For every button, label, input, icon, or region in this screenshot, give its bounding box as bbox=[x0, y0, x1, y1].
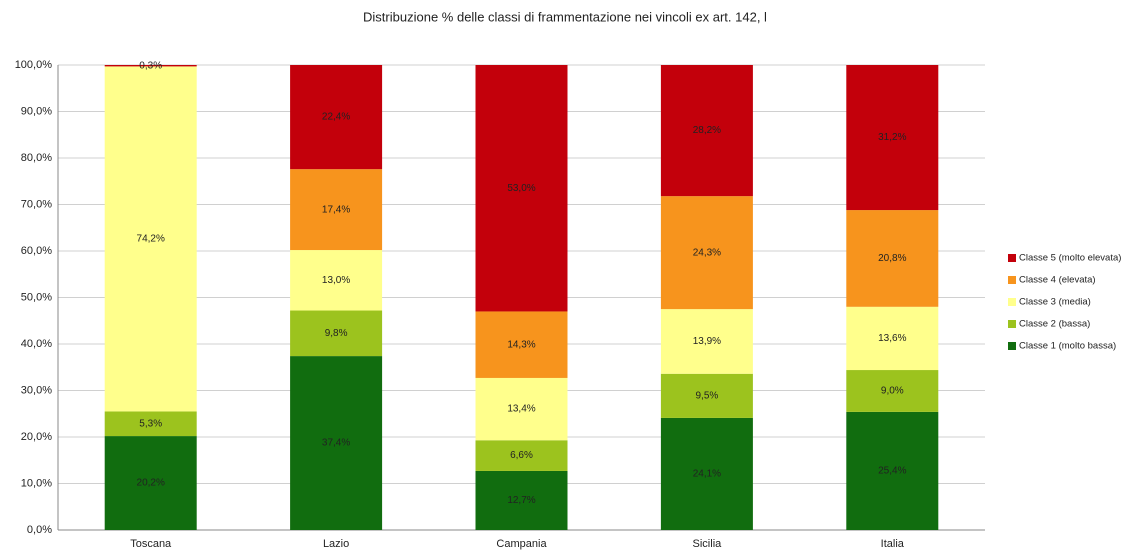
legend-label: Classe 1 (molto bassa) bbox=[1019, 341, 1116, 352]
data-label: 22,4% bbox=[322, 112, 350, 123]
legend-swatch bbox=[1008, 298, 1016, 306]
data-label: 9,5% bbox=[696, 390, 719, 401]
y-tick-label: 50,0% bbox=[21, 291, 52, 303]
data-label: 5,3% bbox=[139, 418, 162, 429]
x-tick-label: Sicilia bbox=[693, 538, 723, 550]
data-label: 13,6% bbox=[878, 333, 906, 344]
data-label: 13,9% bbox=[693, 336, 721, 347]
y-tick-label: 0,0% bbox=[27, 524, 52, 536]
bar-segment bbox=[660, 196, 753, 310]
data-label: 14,3% bbox=[507, 339, 535, 350]
x-tick-label: Italia bbox=[881, 538, 905, 550]
bar-segment bbox=[290, 250, 383, 311]
bar-segment bbox=[475, 311, 568, 378]
y-tick-label: 30,0% bbox=[21, 384, 52, 396]
y-tick-label: 80,0% bbox=[21, 152, 52, 164]
data-label: 17,4% bbox=[322, 204, 350, 215]
bar-segment bbox=[104, 436, 197, 530]
legend-label: Classe 2 (bassa) bbox=[1019, 319, 1090, 330]
data-label: 25,4% bbox=[878, 466, 906, 477]
x-tick-label: Toscana bbox=[130, 538, 172, 550]
bar-segment bbox=[660, 65, 753, 197]
legend-label: Classe 5 (molto elevata) bbox=[1019, 253, 1121, 264]
y-tick-label: 20,0% bbox=[21, 431, 52, 443]
data-label: 24,3% bbox=[693, 247, 721, 258]
data-label: 13,0% bbox=[322, 275, 350, 286]
data-label: 13,4% bbox=[507, 404, 535, 415]
data-label: 0,3% bbox=[139, 61, 162, 72]
data-label: 20,2% bbox=[137, 478, 165, 489]
y-tick-label: 100,0% bbox=[15, 59, 53, 71]
bar-segment bbox=[846, 306, 939, 371]
bar-segment bbox=[475, 377, 568, 441]
bar-segment bbox=[104, 411, 197, 437]
bar-segment bbox=[846, 411, 939, 530]
x-tick-label: Lazio bbox=[323, 538, 349, 550]
legend-label: Classe 4 (elevata) bbox=[1019, 275, 1096, 286]
data-label: 9,8% bbox=[325, 328, 348, 339]
bar-segment bbox=[290, 310, 383, 357]
bar-segment bbox=[660, 417, 753, 530]
data-label: 9,0% bbox=[881, 386, 904, 397]
bar-segment bbox=[846, 65, 939, 211]
bar-segment bbox=[290, 65, 383, 170]
bar-segment bbox=[660, 373, 753, 418]
bar-segment bbox=[475, 65, 568, 312]
bar-segment bbox=[846, 370, 939, 412]
legend-label: Classe 3 (media) bbox=[1019, 297, 1091, 308]
data-label: 74,2% bbox=[137, 234, 165, 245]
bar-segment bbox=[475, 440, 568, 471]
data-label: 12,7% bbox=[507, 495, 535, 506]
bar-segment bbox=[290, 356, 383, 530]
data-label: 24,1% bbox=[693, 469, 721, 480]
bar-segment bbox=[660, 309, 753, 374]
data-label: 31,2% bbox=[878, 132, 906, 143]
chart-title: Distribuzione % delle classi di framment… bbox=[363, 9, 767, 24]
x-tick-label: Campania bbox=[496, 538, 547, 550]
data-label: 6,6% bbox=[510, 450, 533, 461]
bar-segment bbox=[104, 65, 197, 67]
y-tick-label: 60,0% bbox=[21, 245, 52, 257]
bar-segment bbox=[475, 470, 568, 530]
y-tick-label: 40,0% bbox=[21, 338, 52, 350]
y-tick-label: 70,0% bbox=[21, 198, 52, 210]
data-label: 20,8% bbox=[878, 253, 906, 264]
data-label: 37,4% bbox=[322, 438, 350, 449]
bar-segment bbox=[104, 66, 197, 412]
legend-swatch bbox=[1008, 320, 1016, 328]
y-tick-label: 90,0% bbox=[21, 105, 52, 117]
bar-segment bbox=[290, 169, 383, 251]
y-tick-label: 10,0% bbox=[21, 477, 52, 489]
bar-segment bbox=[846, 210, 939, 307]
legend-swatch bbox=[1008, 342, 1016, 350]
legend-swatch bbox=[1008, 254, 1016, 262]
data-label: 53,0% bbox=[507, 183, 535, 194]
data-label: 28,2% bbox=[693, 125, 721, 136]
legend-swatch bbox=[1008, 276, 1016, 284]
